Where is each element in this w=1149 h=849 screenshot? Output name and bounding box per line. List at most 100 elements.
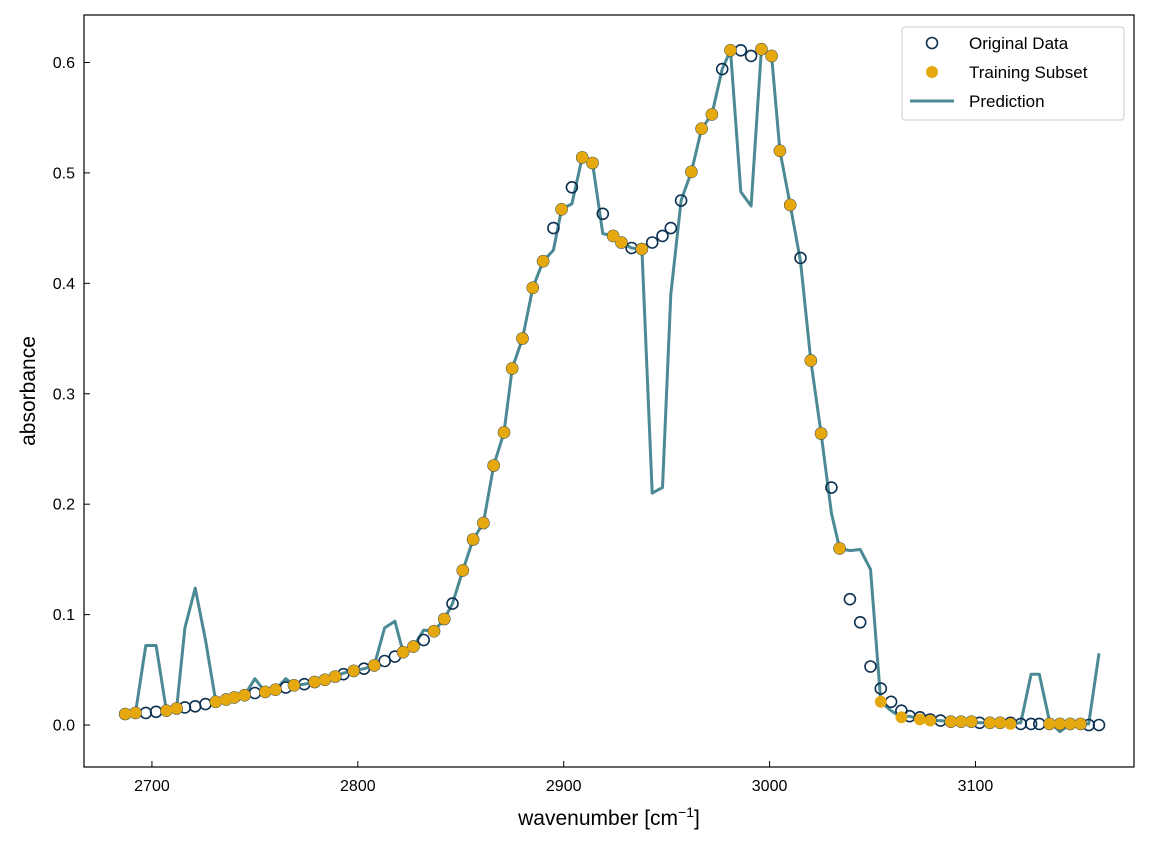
training-subset-point — [506, 362, 519, 375]
legend-training-marker — [926, 66, 938, 78]
x-axis-label-close: ] — [694, 807, 700, 830]
training-subset-point — [347, 665, 360, 677]
original-data-point — [596, 207, 610, 221]
original-data-point — [853, 615, 867, 629]
training-subset-point — [269, 683, 282, 696]
original-data-point — [843, 592, 857, 606]
legend-original-label: Original Data — [969, 34, 1069, 53]
x-tick-label: 2900 — [546, 778, 582, 795]
original-data-point — [378, 654, 391, 668]
training-subset-point — [1043, 718, 1056, 730]
training-subset-point — [724, 44, 737, 57]
training-subset-point — [576, 151, 589, 164]
original-data-point — [864, 660, 877, 673]
training-subset-point — [487, 459, 500, 472]
training-subset-point — [129, 707, 142, 719]
plot-background — [84, 15, 1134, 767]
original-data-point — [794, 251, 807, 265]
x-axis-label: wavenumber [cm−1] — [517, 804, 700, 830]
training-subset-point — [407, 640, 420, 653]
training-subset-point — [526, 281, 539, 294]
training-subset-point — [895, 711, 908, 724]
training-subset-point — [1064, 718, 1077, 730]
original-data-point — [656, 229, 669, 243]
training-subset-point — [784, 198, 797, 211]
training-subset-point — [537, 255, 549, 268]
original-data-point — [565, 181, 579, 194]
training-subset-point — [119, 708, 132, 720]
x-axis-label-superscript: −1 — [678, 804, 694, 820]
training-subset-point — [815, 427, 827, 440]
training-subset-point — [636, 243, 648, 256]
training-subset-point — [755, 43, 768, 56]
training-subset-point — [456, 564, 469, 577]
training-subset-point — [1004, 718, 1017, 730]
training-subset-point — [397, 646, 410, 659]
training-subset-point — [259, 686, 272, 698]
training-subset-point — [965, 715, 978, 728]
legend-box — [901, 26, 1125, 121]
training-subset-series — [119, 43, 1087, 730]
training-subset-point — [170, 702, 183, 715]
training-subset-point — [438, 613, 451, 625]
original-data-point — [825, 481, 838, 494]
original-data-point — [547, 221, 560, 235]
x-tick-label: 2700 — [134, 778, 170, 795]
axis-ticks: 2700 2800 2900 3000 3100 0.0 0.1 0.2 0.3 0.4 0.5 0.… — [53, 55, 994, 795]
training-subset-point — [555, 203, 568, 216]
training-subset-point — [228, 691, 241, 704]
training-subset-point — [160, 704, 173, 717]
legend-prediction-label: Prediction — [969, 92, 1045, 111]
training-subset-point — [765, 50, 778, 62]
y-tick-label: 0.5 — [53, 165, 75, 182]
original-data-point — [674, 194, 688, 207]
training-subset-point — [467, 533, 480, 546]
training-subset-point — [1074, 718, 1087, 730]
training-subset-point — [833, 542, 846, 555]
training-subset-point — [1054, 718, 1066, 730]
original-data-point — [664, 221, 678, 235]
training-subset-point — [924, 714, 937, 727]
training-subset-point — [984, 716, 996, 729]
training-subset-point — [209, 695, 222, 708]
training-subset-point — [706, 108, 718, 121]
training-subset-point — [329, 670, 342, 683]
y-tick-label: 0.3 — [53, 386, 75, 403]
training-subset-point — [685, 165, 698, 178]
y-axis-label: absorbance — [17, 336, 40, 446]
y-tick-label: 0.2 — [53, 497, 75, 514]
training-subset-point — [498, 426, 510, 439]
training-subset-point — [318, 673, 331, 686]
y-tick-label: 0.6 — [53, 55, 75, 72]
training-subset-point — [477, 517, 490, 529]
legend-training-label: Training Subset — [969, 63, 1088, 82]
training-subset-point — [774, 144, 786, 157]
y-tick-label: 0.1 — [53, 607, 75, 624]
training-subset-point — [955, 715, 967, 728]
x-tick-label: 2800 — [340, 778, 376, 795]
x-tick-label: 3100 — [958, 778, 994, 795]
training-subset-point — [615, 236, 628, 249]
original-data-point — [744, 49, 758, 63]
legend-original-marker — [925, 36, 939, 50]
original-data-point — [1024, 717, 1038, 731]
original-data-point — [1092, 718, 1106, 732]
training-subset-point — [804, 354, 817, 367]
training-subset-point — [695, 122, 708, 135]
y-tick-label: 0.4 — [53, 276, 75, 293]
training-subset-point — [516, 332, 529, 345]
training-subset-point — [994, 716, 1007, 729]
training-subset-point — [308, 676, 321, 688]
training-subset-point — [914, 713, 926, 726]
x-tick-label: 3000 — [752, 778, 788, 795]
plot-frame — [83, 14, 1135, 768]
training-subset-point — [428, 625, 440, 638]
training-subset-point — [944, 715, 957, 728]
training-subset-point — [238, 689, 251, 702]
legend: Original Data Training Subset Prediction — [901, 26, 1125, 121]
original-data-point — [645, 236, 659, 249]
training-subset-point — [368, 659, 381, 672]
y-tick-label: 0.0 — [53, 718, 75, 735]
original-data-point — [715, 62, 729, 76]
